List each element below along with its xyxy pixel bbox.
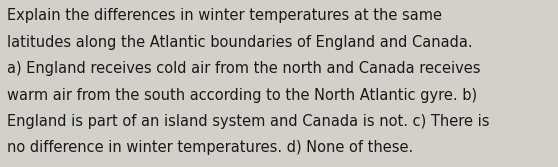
Text: a) England receives cold air from the north and Canada receives: a) England receives cold air from the no… [7, 61, 481, 76]
Text: England is part of an island system and Canada is not. c) There is: England is part of an island system and … [7, 114, 490, 129]
Text: warm air from the south according to the North Atlantic gyre. b): warm air from the south according to the… [7, 88, 478, 103]
Text: latitudes along the Atlantic boundaries of England and Canada.: latitudes along the Atlantic boundaries … [7, 35, 473, 50]
Text: no difference in winter temperatures. d) None of these.: no difference in winter temperatures. d)… [7, 140, 413, 155]
Text: Explain the differences in winter temperatures at the same: Explain the differences in winter temper… [7, 8, 442, 23]
